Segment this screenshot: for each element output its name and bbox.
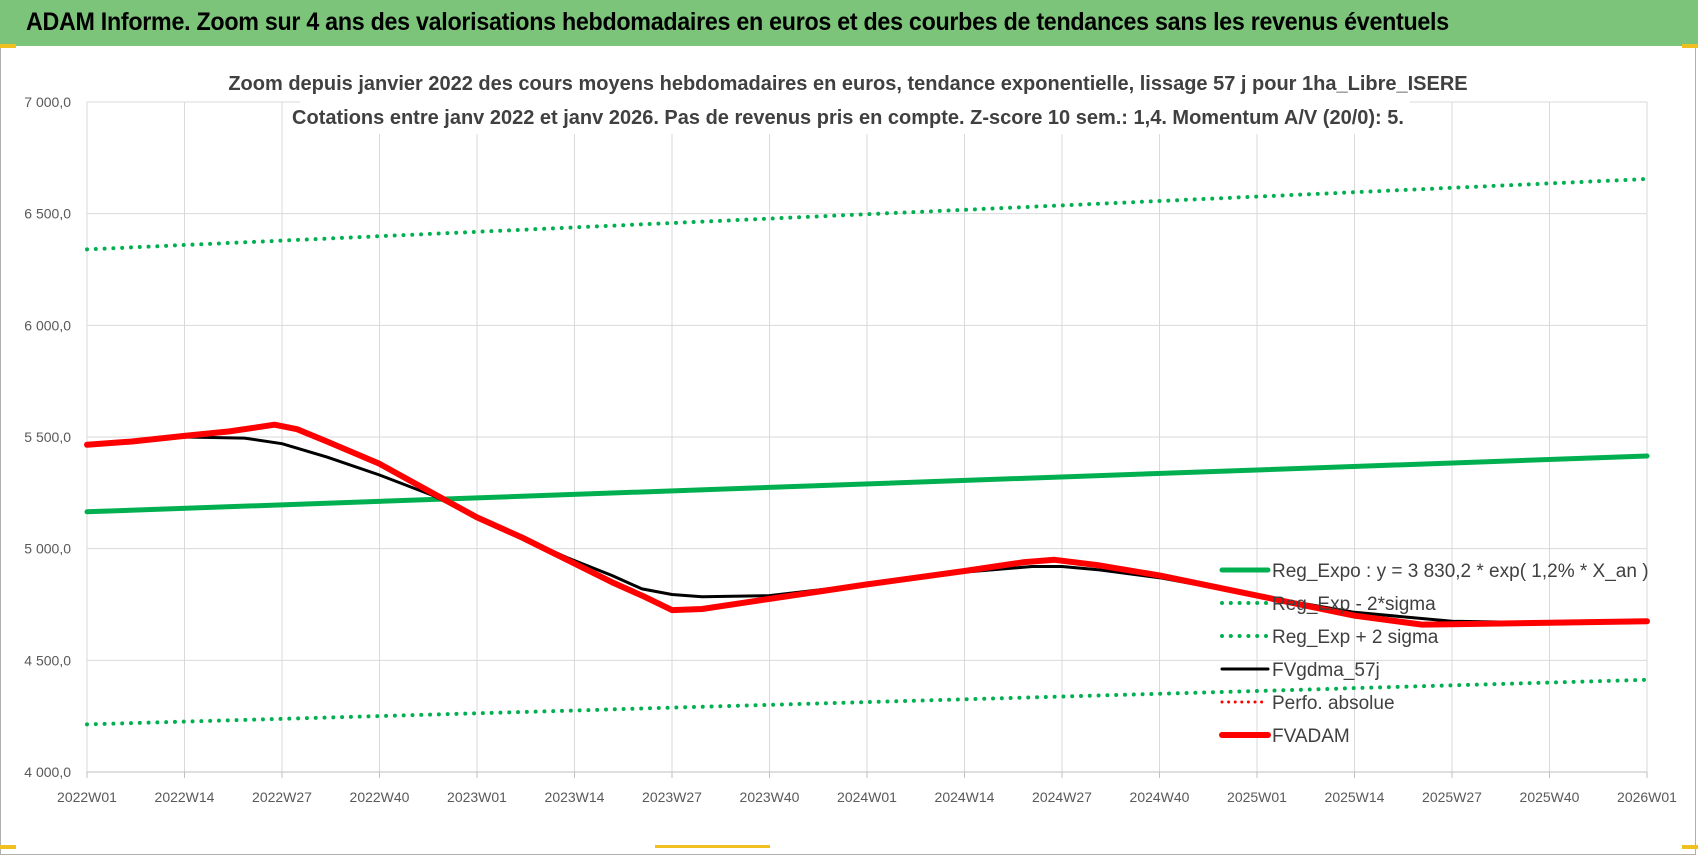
x-tick-label: 2023W27 bbox=[642, 789, 702, 805]
x-tick-label: 2025W27 bbox=[1422, 789, 1482, 805]
x-tick-label: 2024W40 bbox=[1130, 789, 1190, 805]
legend-label: Perfo. absolue bbox=[1272, 693, 1395, 714]
y-tick-label: 7 000,0 bbox=[24, 94, 71, 110]
x-tick-label: 2025W01 bbox=[1227, 789, 1287, 805]
series-line bbox=[84, 421, 1650, 628]
x-tick-label: 2024W01 bbox=[837, 789, 897, 805]
y-tick-label: 6 000,0 bbox=[24, 317, 71, 333]
series-line bbox=[85, 177, 1649, 252]
x-tick-label: 2022W01 bbox=[57, 789, 117, 805]
chart-subtitle: Cotations entre janv 2022 et janv 2026. … bbox=[292, 107, 1404, 129]
corner-mark-bottom-left bbox=[0, 845, 16, 849]
x-tick-label: 2023W14 bbox=[545, 789, 605, 805]
series-line bbox=[85, 677, 1649, 727]
x-tick-label: 2026W01 bbox=[1617, 789, 1677, 805]
legend-label: Reg_Expo : y = 3 830,2 * exp( 1,2% * X_a… bbox=[1272, 561, 1649, 582]
legend-label: Reg_Exp - 2*sigma bbox=[1272, 594, 1436, 615]
x-tick-label: 2022W27 bbox=[252, 789, 312, 805]
x-tick-label: 2025W40 bbox=[1520, 789, 1580, 805]
y-tick-label: 5 000,0 bbox=[24, 541, 71, 557]
x-tick-label: 2023W01 bbox=[447, 789, 507, 805]
legend: Reg_Expo : y = 3 830,2 * exp( 1,2% * X_a… bbox=[1219, 561, 1649, 747]
subtitle-background bbox=[300, 100, 1410, 134]
y-tick-label: 4 500,0 bbox=[24, 652, 71, 668]
x-tick-label: 2022W40 bbox=[350, 789, 410, 805]
y-tick-label: 5 500,0 bbox=[24, 429, 71, 445]
banner-title: ADAM Informe. Zoom sur 4 ans des valoris… bbox=[26, 8, 1449, 36]
x-tick-label: 2025W14 bbox=[1325, 789, 1385, 805]
legend-label: Reg_Exp + 2 sigma bbox=[1272, 627, 1439, 648]
series-line bbox=[84, 453, 1650, 515]
x-tick-label: 2023W40 bbox=[740, 789, 800, 805]
corner-mark-bottom-right bbox=[1682, 845, 1698, 849]
legend-label: FVADAM bbox=[1272, 726, 1350, 747]
corner-mark-left bbox=[0, 44, 16, 48]
corner-mark-bottom-center bbox=[655, 845, 770, 848]
x-tick-label: 2024W14 bbox=[935, 789, 995, 805]
corner-mark-right bbox=[1682, 44, 1698, 48]
y-tick-label: 4 000,0 bbox=[24, 764, 71, 780]
title-background bbox=[258, 66, 1438, 100]
y-tick-label: 6 500,0 bbox=[24, 206, 71, 222]
x-tick-label: 2022W14 bbox=[155, 789, 215, 805]
chart-title: Zoom depuis janvier 2022 des cours moyen… bbox=[228, 73, 1467, 95]
legend-label: FVgdma_57j bbox=[1272, 660, 1380, 681]
x-tick-label: 2024W27 bbox=[1032, 789, 1092, 805]
banner: ADAM Informe. Zoom sur 4 ans des valoris… bbox=[0, 0, 1698, 46]
